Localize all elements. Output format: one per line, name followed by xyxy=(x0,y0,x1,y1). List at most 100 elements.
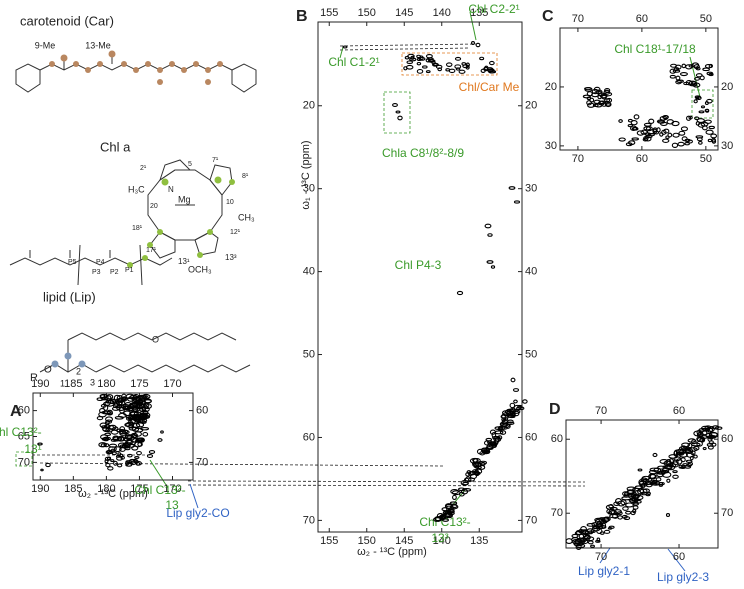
contour xyxy=(601,102,608,107)
annotation: 13³ xyxy=(431,531,448,545)
annotation: Chl C13²- xyxy=(0,425,42,439)
contour xyxy=(579,537,587,543)
contour xyxy=(599,93,608,99)
contour xyxy=(632,494,639,501)
y-axis-label: ω₁ - ¹³C (ppm) xyxy=(300,140,312,209)
contour xyxy=(582,532,588,537)
x-tick-label: 50 xyxy=(700,13,712,25)
y-tick-label: 20 xyxy=(545,81,557,93)
annotation: Lip gly2-3 xyxy=(657,570,709,584)
contour xyxy=(444,503,453,509)
contour xyxy=(509,402,516,409)
structure-label: 10 xyxy=(226,199,234,206)
contour xyxy=(458,69,466,74)
contour xyxy=(482,448,488,455)
x-tick-label: 60 xyxy=(636,13,648,25)
contour xyxy=(490,265,496,269)
contour xyxy=(416,61,422,66)
contour xyxy=(479,56,485,61)
contour xyxy=(480,461,486,467)
contour xyxy=(463,477,470,482)
contour xyxy=(680,126,688,132)
contour xyxy=(648,469,659,475)
contour xyxy=(691,62,700,68)
contour xyxy=(688,115,693,120)
contour xyxy=(711,425,720,430)
contour xyxy=(659,115,668,121)
contour xyxy=(512,388,520,392)
contour xyxy=(648,118,655,124)
contour xyxy=(104,459,109,464)
contour xyxy=(665,512,671,518)
panel-label: C xyxy=(542,8,554,25)
contour xyxy=(103,394,109,401)
contour xyxy=(706,98,713,104)
contour xyxy=(669,74,676,79)
contour xyxy=(643,122,652,127)
x-tick-label: 185 xyxy=(64,378,82,390)
contour xyxy=(669,68,677,74)
contour xyxy=(667,132,673,138)
contour xyxy=(513,410,520,417)
annotation: 13 xyxy=(165,498,179,512)
contour xyxy=(445,68,451,72)
contour xyxy=(661,471,672,478)
contour xyxy=(649,467,660,472)
x-tick-label: 135 xyxy=(470,7,488,19)
y-tick-label: 50 xyxy=(303,348,315,360)
contour xyxy=(129,411,138,416)
contour xyxy=(492,435,501,440)
contour xyxy=(434,516,443,522)
contour xyxy=(660,121,668,127)
contour xyxy=(690,450,696,456)
contour xyxy=(680,457,686,463)
contour xyxy=(608,525,615,529)
plot-frame xyxy=(565,419,719,549)
y2-tick-label: 60 xyxy=(525,431,537,443)
structure-label: 7¹ xyxy=(212,157,219,164)
contour xyxy=(121,442,131,449)
contour xyxy=(699,438,705,442)
x-tick-label: 60 xyxy=(673,551,685,563)
contour xyxy=(475,42,481,48)
contour xyxy=(137,437,145,443)
x-tick-label: 70 xyxy=(595,551,607,563)
guides xyxy=(15,11,714,572)
contour xyxy=(693,430,702,437)
contour xyxy=(160,430,164,434)
contour xyxy=(700,105,706,109)
x-tick-label: 70 xyxy=(572,13,584,25)
contour xyxy=(702,67,710,72)
contour xyxy=(146,453,154,459)
structure-label: 9-Me xyxy=(35,40,56,50)
contour xyxy=(631,497,640,502)
contour xyxy=(101,437,109,441)
contour xyxy=(157,438,163,442)
contour xyxy=(113,394,121,402)
contour xyxy=(105,394,114,400)
structure-label: lipid (Lip) xyxy=(43,289,96,304)
contour xyxy=(120,455,125,460)
contour xyxy=(142,431,149,437)
x-tick-label: 145 xyxy=(395,535,413,547)
x-tick-label: 145 xyxy=(395,7,413,19)
contour xyxy=(590,544,595,548)
contour xyxy=(658,481,664,486)
contour xyxy=(694,76,700,81)
contour xyxy=(133,434,138,440)
annotation: Chl C13²- xyxy=(419,515,470,529)
contour xyxy=(671,461,679,468)
contour xyxy=(422,65,428,69)
structure-label: 13³ xyxy=(225,253,237,262)
contour xyxy=(671,142,679,148)
contour xyxy=(631,126,639,131)
x-tick-label: 150 xyxy=(358,7,376,19)
contour xyxy=(643,136,649,141)
contour xyxy=(625,510,632,515)
contour xyxy=(461,62,467,66)
y-tick-label: 40 xyxy=(303,266,315,278)
contour xyxy=(442,518,449,522)
x-tick-label: 190 xyxy=(31,378,49,390)
panel-label: B xyxy=(296,8,308,25)
contour xyxy=(441,507,449,512)
